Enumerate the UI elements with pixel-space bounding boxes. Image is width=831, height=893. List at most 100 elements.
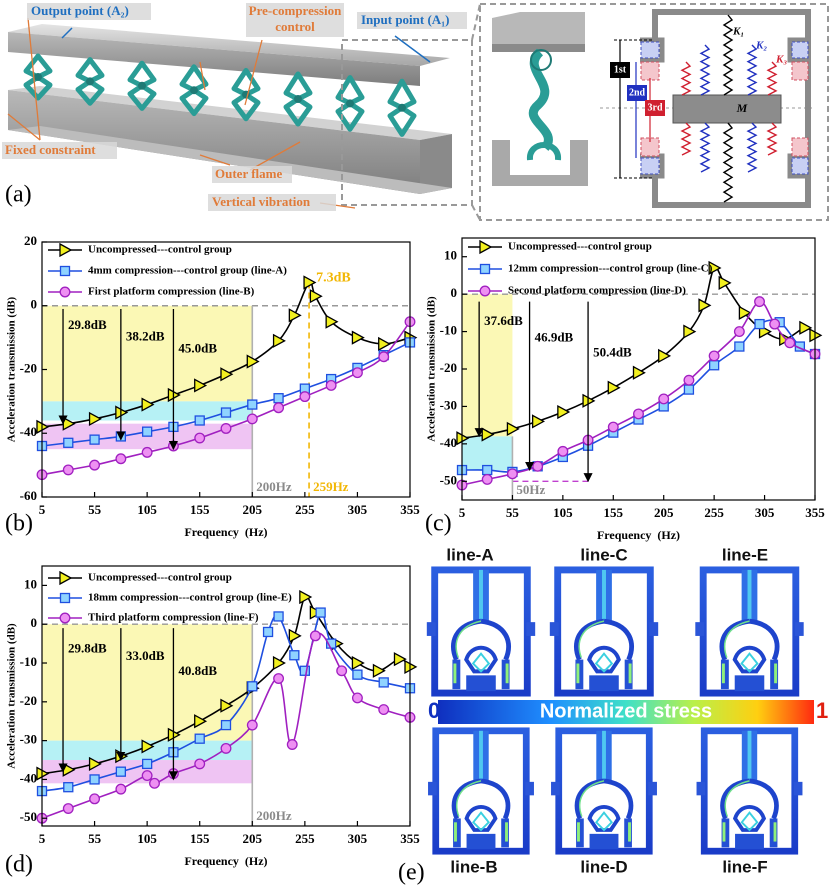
marker: [62, 464, 74, 476]
label-box: [246, 3, 344, 37]
joint: [346, 99, 354, 108]
marker: [683, 374, 695, 386]
x-tick-label: 355: [400, 502, 420, 517]
springs: [680, 14, 778, 203]
marker: [372, 663, 386, 678]
image-label: line-C: [580, 545, 627, 564]
marker: [708, 360, 720, 371]
spring: [766, 61, 778, 96]
y-tick-label: 20: [24, 233, 37, 248]
attenuation-label: 29.8dB: [68, 641, 107, 656]
marker: [62, 803, 74, 814]
marker: [59, 265, 71, 277]
x-tick-label: 105: [137, 831, 157, 846]
legend-label: 18mm compression---control group (line-E…: [88, 592, 292, 604]
marker: [89, 434, 100, 445]
fixed-constraint-label: Fixed constraint: [5, 142, 96, 157]
inset-frame: [341, 3, 829, 221]
marker: [607, 421, 619, 433]
attenuation-label: 45.0dB: [178, 341, 217, 356]
marker: [59, 286, 71, 298]
marker: [632, 365, 646, 380]
marker: [194, 758, 206, 770]
y-tick-label: -50: [440, 472, 457, 487]
colorbar: [438, 700, 814, 724]
x-tick-label: 5: [39, 831, 46, 846]
stress-map: [428, 731, 534, 851]
stress-map: [551, 731, 657, 851]
y-tick-label: 10: [24, 576, 37, 591]
y-tick-label: 0: [451, 285, 458, 300]
legend-label: Uncompressed---control group: [88, 244, 232, 256]
point-arrows: [61, 27, 431, 63]
marker: [273, 393, 284, 404]
marker: [194, 714, 208, 729]
panel-label: (a): [5, 182, 32, 208]
attenuation-label: 33.0dB: [126, 648, 165, 663]
marker: [378, 677, 389, 688]
series-line: [461, 319, 816, 473]
y-tick-label: -40: [20, 770, 37, 785]
marker: [289, 650, 300, 661]
marker: [272, 333, 286, 348]
image-label: line-A: [446, 545, 493, 564]
spring: [680, 61, 692, 96]
y-tick-label: -10: [440, 323, 457, 338]
marker: [115, 766, 127, 777]
y-tick-label: -60: [20, 488, 37, 503]
x-tick-label: 305: [348, 831, 368, 846]
marker: [141, 758, 153, 770]
marker: [393, 652, 407, 667]
marker: [769, 318, 781, 330]
x-tick-label: 255: [704, 505, 724, 520]
y-tick-label: -20: [20, 360, 37, 375]
marker: [532, 460, 544, 472]
x-tick-label: 155: [604, 505, 624, 520]
y-tick-label: -20: [20, 693, 37, 708]
marker: [351, 692, 363, 704]
spring-label: K₂: [755, 40, 767, 52]
y-axis-label: Acceleration transmission (dB): [6, 623, 18, 769]
legend-label: 4mm compression---control group (line-A): [88, 265, 287, 277]
marker: [63, 782, 74, 793]
label-box: [2, 142, 117, 159]
marker: [683, 324, 697, 339]
marker: [194, 378, 208, 393]
colorbar-min: 0: [428, 698, 440, 723]
shaded-band: [462, 436, 513, 471]
marker: [149, 777, 160, 789]
x-tick-label: 205: [243, 831, 263, 846]
marker: [351, 367, 363, 379]
marker: [479, 285, 491, 297]
marker: [351, 330, 365, 345]
marker: [220, 742, 232, 754]
y-tick-label: -40: [440, 435, 457, 450]
marker: [273, 402, 285, 414]
x-tick-label: 155: [190, 502, 210, 517]
marker: [141, 397, 155, 412]
pre-compression-label: Pre-compression: [249, 3, 342, 18]
spring-label: K₁: [732, 26, 744, 38]
y-axis-label: Acceleration transmission (dB): [6, 296, 18, 442]
stress-map: [697, 731, 803, 851]
attenuation-label: 29.8dB: [68, 317, 107, 332]
x-tick-label: 55: [88, 831, 102, 846]
marker: [754, 318, 765, 330]
marker: [299, 391, 311, 403]
marker: [506, 468, 518, 480]
y-tick-label: 10: [444, 248, 457, 263]
label-box: [27, 3, 151, 20]
y-tick-label: -30: [20, 732, 37, 747]
marker: [481, 473, 493, 485]
stress-maps: [427, 570, 814, 851]
marker: [378, 351, 390, 363]
attenuation-label: 46.9dB: [535, 330, 574, 345]
marker: [246, 719, 258, 731]
marker: [59, 592, 71, 604]
stage-label: 2nd: [629, 87, 646, 98]
marker: [557, 404, 571, 420]
